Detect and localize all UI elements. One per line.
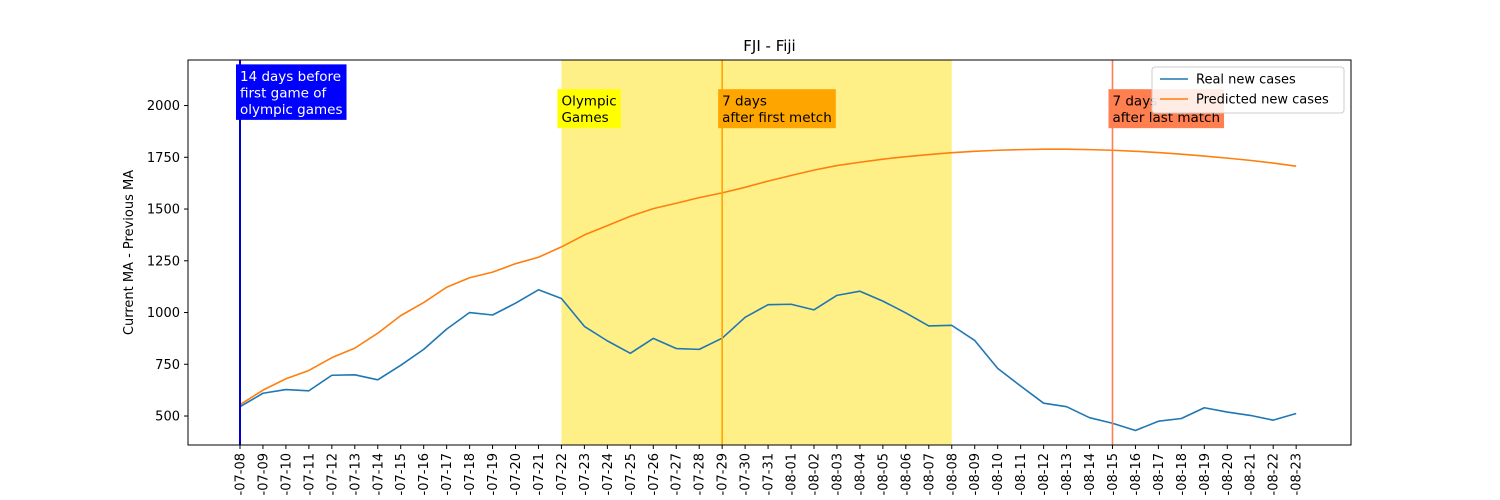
x-tick-label: -07-26 — [647, 453, 662, 495]
x-tick-label: -07-10 — [279, 453, 294, 495]
legend-box — [1151, 66, 1345, 114]
x-tick-label: -08-11 — [1014, 453, 1029, 495]
annotation-14-days-before-line: olympic games — [240, 102, 343, 118]
x-tick-label: -07-18 — [463, 453, 478, 495]
x-tick-label: -08-13 — [1060, 453, 1075, 495]
x-tick-label: -08-03 — [830, 453, 845, 495]
x-tick-label: -07-25 — [624, 453, 639, 495]
x-tick-label: -07-23 — [578, 453, 593, 495]
x-tick-label: -07-27 — [670, 453, 685, 495]
x-tick-label: -08-02 — [808, 453, 823, 495]
x-tick-label: -08-17 — [1152, 453, 1167, 495]
x-tick-label: -08-18 — [1175, 453, 1190, 495]
plot-frame — [187, 59, 1352, 446]
annotation-7-days-after-first-match-box — [718, 89, 836, 129]
annotation-14-days-before-line: first game of — [240, 85, 328, 101]
y-tick-label: 1750 — [147, 151, 180, 166]
x-tick-label: -07-29 — [716, 453, 731, 495]
x-tick-label: -08-12 — [1037, 453, 1052, 495]
y-tick-label: 2000 — [147, 99, 180, 114]
annotation-olympic-games-line: Olympic — [561, 94, 616, 110]
legend-entry: Predicted new cases — [1196, 93, 1329, 108]
legend-entry: Real new cases — [1196, 73, 1296, 88]
y-tick-label: 500 — [155, 410, 180, 425]
annotation-7-days-after-first-match-line: 7 days — [722, 94, 767, 110]
x-tick-label: -07-08 — [234, 453, 249, 495]
x-tick-label: -08-05 — [876, 453, 891, 495]
x-tick-label: -07-12 — [325, 453, 340, 495]
annotation-olympic-games-line: Games — [561, 110, 608, 126]
x-tick-label: -08-10 — [991, 453, 1006, 495]
x-tick-label: -08-09 — [968, 453, 983, 495]
x-tick-label: -08-01 — [785, 453, 800, 495]
y-tick-label: 750 — [155, 358, 180, 373]
x-tick-label: -08-08 — [945, 453, 960, 495]
series-line-real-new-cases — [239, 288, 1297, 432]
x-tick-label: -07-20 — [509, 453, 524, 495]
x-tick-label: -07-24 — [601, 453, 616, 495]
series-line-predicted-new-cases — [239, 148, 1297, 406]
x-tick-label: -08-16 — [1129, 453, 1144, 495]
annotation-7-days-after-last-match-line: after last match — [1112, 110, 1220, 126]
x-tick-label: -07-09 — [256, 453, 271, 495]
x-tick-label: -08-15 — [1106, 453, 1121, 495]
x-tick-label: -08-07 — [922, 453, 937, 495]
x-tick-label: -08-23 — [1290, 453, 1305, 495]
x-tick-label: -07-22 — [555, 453, 570, 495]
x-tick-label: -07-28 — [693, 453, 708, 495]
chart-title: FJI - Fiji — [743, 37, 795, 55]
x-tick-label: -08-04 — [853, 453, 868, 495]
legend: Real new cases Predicted new cases — [1151, 66, 1345, 114]
x-tick-label: -07-19 — [486, 453, 501, 495]
y-tick-label: 1500 — [147, 203, 180, 218]
x-tick-label: -07-21 — [532, 453, 547, 495]
y-tick-label: 1250 — [147, 254, 180, 269]
annotation-14-days-before-box — [236, 64, 347, 120]
annotation-14-days-before-line: 14 days before — [240, 69, 341, 85]
x-tick-label: -07-17 — [440, 453, 455, 495]
x-tick-label: -08-19 — [1198, 453, 1213, 495]
x-tick-label: -08-06 — [899, 453, 914, 495]
x-tick-label: -08-14 — [1083, 453, 1098, 495]
annotation-olympic-games-box — [557, 89, 621, 129]
x-tick-label: -07-11 — [302, 453, 317, 495]
x-tick-label: -07-31 — [762, 453, 777, 495]
x-tick-label: -07-15 — [394, 453, 409, 495]
x-tick-label: -08-20 — [1221, 453, 1236, 495]
annotation-7-days-after-first-match-line: after first metch — [722, 110, 832, 126]
x-tick-label: -07-30 — [739, 453, 754, 495]
y-tick-label: 1000 — [147, 306, 180, 321]
x-tick-label: -08-21 — [1244, 453, 1259, 495]
x-tick-label: -07-13 — [348, 453, 363, 495]
y-axis-label: Current MA - Previous MA — [122, 170, 137, 335]
x-tick-label: -07-16 — [417, 453, 432, 495]
annotation-7-days-after-last-match-line: 7 days — [1112, 94, 1157, 110]
x-tick-label: -08-22 — [1267, 453, 1282, 495]
x-tick-label: -07-14 — [371, 453, 386, 495]
